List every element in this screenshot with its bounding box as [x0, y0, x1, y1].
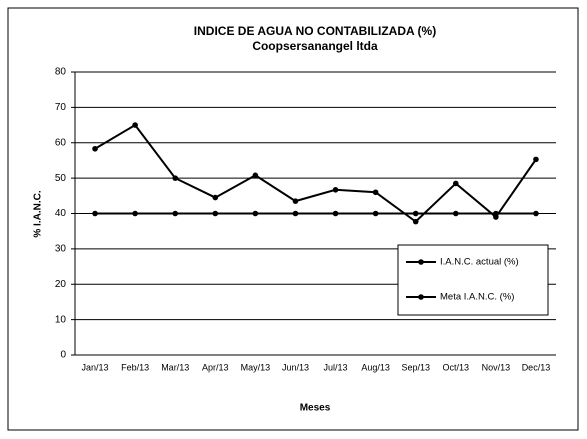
x-tick-label: Feb/13: [121, 362, 149, 372]
y-tick-label: 80: [55, 67, 67, 78]
y-tick-label: 20: [55, 279, 67, 290]
point: [452, 210, 459, 217]
point: [132, 210, 138, 217]
x-tick-label: Nov/13: [482, 362, 511, 372]
legend-label: I.A.N.C. actual (%): [440, 257, 519, 268]
y-tick-label: 0: [60, 350, 66, 361]
x-tick-label: May/13: [241, 362, 271, 372]
chart-border: [7, 7, 579, 431]
y-axis-title: % I.A.N.C.: [33, 190, 44, 237]
point: [92, 145, 98, 152]
legend-marker: [418, 294, 424, 300]
y-tick-label: 70: [55, 102, 67, 113]
chart-subtitle: Coopsersanangel ltda: [252, 39, 378, 53]
point: [533, 210, 539, 217]
x-tick-label: Jan/13: [82, 362, 109, 372]
legend-marker: [418, 259, 424, 265]
point: [292, 198, 299, 204]
x-tick-label: Mar/13: [161, 362, 189, 372]
y-tick-label: 40: [55, 208, 67, 219]
point: [252, 172, 259, 179]
x-tick-label: Oct/13: [443, 362, 470, 372]
x-tick-label: Sep/13: [401, 362, 430, 372]
point: [372, 210, 379, 217]
x-tick-label: Aug/13: [361, 362, 390, 372]
y-tick-label: 60: [55, 137, 67, 148]
chart-title: INDICE DE AGUA NO CONTABILIZADA (%): [194, 24, 436, 38]
x-tick-label: Jul/13: [324, 362, 348, 372]
point: [172, 210, 179, 217]
point: [533, 156, 539, 163]
y-tick-label: 50: [55, 173, 67, 184]
point: [212, 210, 219, 217]
x-tick-label: Dec/13: [522, 362, 551, 372]
point: [292, 210, 299, 217]
y-tick-label: 30: [55, 244, 67, 255]
point: [412, 218, 419, 225]
point: [493, 210, 499, 217]
point: [372, 189, 379, 196]
point: [172, 175, 179, 181]
point: [332, 210, 339, 217]
x-tick-label: Jun/13: [282, 362, 309, 372]
point: [412, 210, 419, 217]
point: [212, 194, 219, 201]
legend-box: [397, 244, 549, 316]
legend-label: Meta I.A.N.C. (%): [440, 292, 514, 303]
y-tick-label: 10: [55, 314, 67, 325]
point: [452, 180, 459, 187]
point: [332, 186, 339, 193]
x-tick-label: Apr/13: [202, 362, 229, 372]
point: [132, 122, 138, 128]
point: [92, 210, 98, 217]
point: [252, 210, 259, 217]
x-axis-title: Meses: [300, 403, 331, 414]
series-line: [94, 123, 537, 223]
